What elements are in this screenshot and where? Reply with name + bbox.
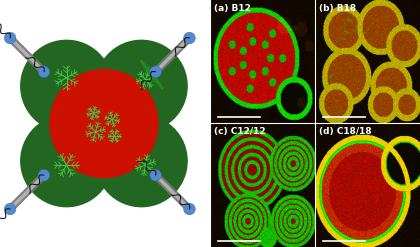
- Text: (c) C12/12: (c) C12/12: [214, 127, 266, 136]
- Circle shape: [21, 40, 112, 132]
- Circle shape: [4, 32, 16, 44]
- Circle shape: [184, 32, 195, 44]
- Circle shape: [38, 169, 50, 181]
- Circle shape: [150, 66, 161, 78]
- Circle shape: [4, 203, 16, 215]
- Text: (a) B12: (a) B12: [214, 4, 251, 13]
- Text: (b) B18: (b) B18: [319, 4, 356, 13]
- Text: (d) C18/18: (d) C18/18: [319, 127, 372, 136]
- Circle shape: [150, 169, 161, 181]
- Circle shape: [50, 69, 158, 178]
- Circle shape: [184, 203, 195, 215]
- Circle shape: [21, 115, 112, 207]
- Circle shape: [96, 115, 187, 207]
- Circle shape: [38, 66, 50, 78]
- Circle shape: [96, 40, 187, 132]
